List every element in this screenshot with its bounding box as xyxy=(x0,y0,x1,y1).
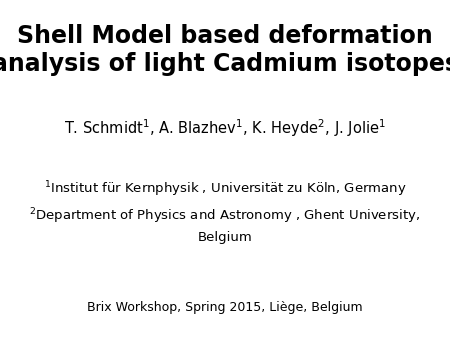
Text: $^1$Institut für Kernphysik , Universität zu Köln, Germany
$^2$Department of Phy: $^1$Institut für Kernphysik , Universitä… xyxy=(30,179,420,244)
Text: Brix Workshop, Spring 2015, Liège, Belgium: Brix Workshop, Spring 2015, Liège, Belgi… xyxy=(87,301,363,314)
Text: T. Schmidt$^1$, A. Blazhev$^1$, K. Heyde$^2$, J. Jolie$^1$: T. Schmidt$^1$, A. Blazhev$^1$, K. Heyde… xyxy=(64,118,386,139)
Text: Shell Model based deformation
analysis of light Cadmium isotopes: Shell Model based deformation analysis o… xyxy=(0,24,450,76)
